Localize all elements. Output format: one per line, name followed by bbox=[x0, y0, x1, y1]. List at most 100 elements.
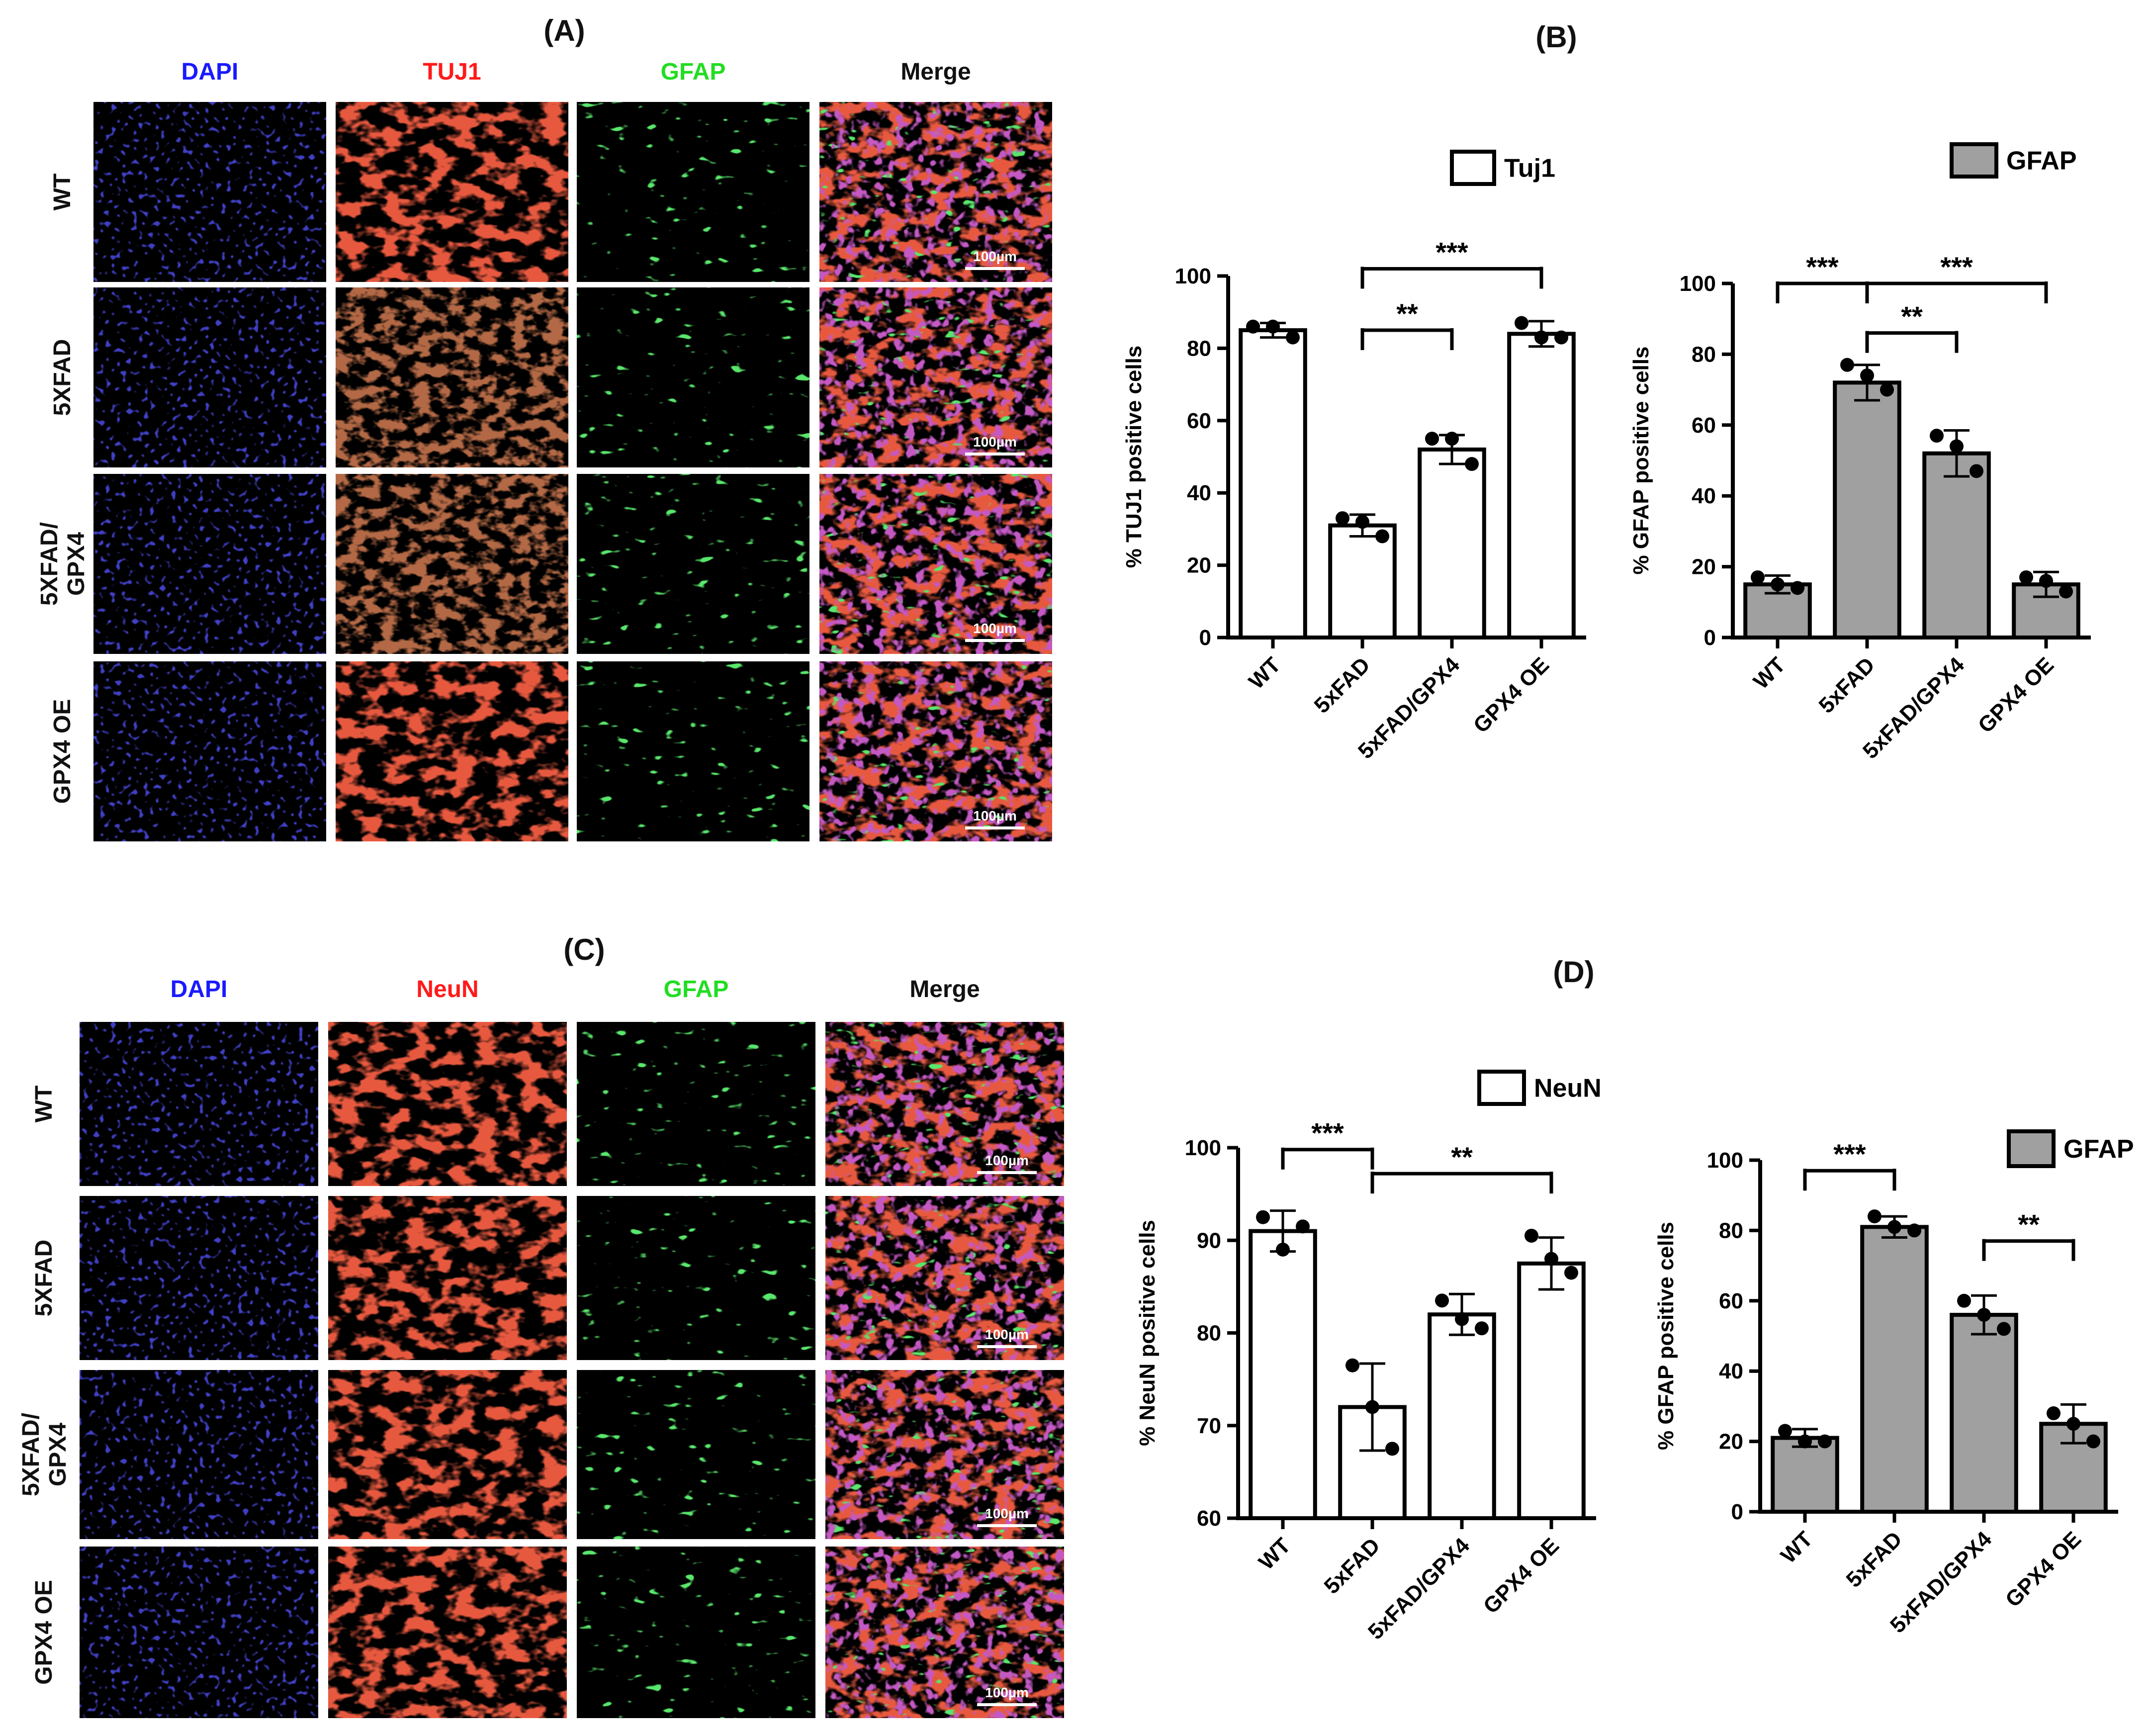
scale-bar bbox=[965, 267, 1025, 270]
chart-d-right: 0 20 40 60 80 100 % GFAP positive cells WT 5xFAD… bbox=[1654, 1129, 2134, 1638]
row-label-line: GPX4 OE bbox=[49, 699, 76, 804]
data-point bbox=[1791, 581, 1804, 595]
bar bbox=[1922, 451, 1991, 640]
significance-label: *** bbox=[1833, 1138, 1866, 1170]
row-label-line: 5XFAD bbox=[31, 1240, 57, 1317]
micrograph-dapi bbox=[93, 287, 326, 467]
x-tick-label: WT bbox=[1254, 1533, 1295, 1574]
y-tick-label: 20 bbox=[1719, 1430, 1743, 1454]
stain-signal bbox=[825, 1022, 1064, 1186]
x-tick-label: 5xFAD bbox=[1814, 652, 1880, 718]
significance-label: *** bbox=[1806, 251, 1839, 282]
y-axis-label: % TUJ1 positive cells bbox=[1122, 346, 1146, 568]
micrograph-merge: 100µm bbox=[819, 661, 1052, 841]
micrograph-grids: DAPI TUJ1 GFAP Merge WT 100µm 5XFAD 100µm 5XFAD/… bbox=[18, 59, 1064, 1718]
scale-bar-label: 100µm bbox=[973, 808, 1017, 823]
stain-signal bbox=[825, 1547, 1064, 1718]
micrograph-merge: 100µm bbox=[825, 1370, 1064, 1539]
bar bbox=[1517, 1261, 1586, 1520]
data-point bbox=[1751, 570, 1765, 584]
data-point bbox=[2086, 1434, 2100, 1449]
micrograph-grid-a: DAPI TUJ1 GFAP Merge WT 100µm 5XFAD 100µm 5XFAD/… bbox=[36, 59, 1052, 841]
chart-b-right: 0 20 40 60 80 100 % GFAP positive cells WT 5xFAD… bbox=[1629, 142, 2091, 764]
data-point bbox=[1425, 432, 1439, 446]
micrograph-merge: 100µm bbox=[819, 287, 1052, 467]
scale-bar-label: 100µm bbox=[985, 1685, 1029, 1700]
y-tick-label: 90 bbox=[1197, 1228, 1221, 1253]
column-header: Merge bbox=[909, 976, 980, 1003]
stain-signal bbox=[577, 102, 809, 282]
micrograph-dapi bbox=[93, 474, 326, 654]
stain-signal bbox=[819, 474, 1052, 654]
micrograph-gfap bbox=[577, 287, 809, 467]
y-tick-label: 20 bbox=[1187, 553, 1211, 578]
micrograph-dapi bbox=[80, 1547, 318, 1718]
scale-bar-label: 100µm bbox=[973, 434, 1017, 450]
data-point bbox=[1868, 1209, 1882, 1224]
scale-bar-label: 100µm bbox=[985, 1153, 1029, 1168]
stain-signal bbox=[336, 287, 568, 467]
bar bbox=[1428, 1312, 1496, 1520]
row-label-line: 5XFAD/ bbox=[36, 522, 63, 606]
column-header: GFAP bbox=[664, 976, 729, 1003]
y-tick-label: 0 bbox=[1731, 1500, 1743, 1524]
y-tick-label: 80 bbox=[1187, 336, 1211, 361]
row-label: 5XFAD/GPX4 bbox=[18, 1413, 71, 1496]
data-point bbox=[1930, 429, 1944, 443]
stain-signal bbox=[328, 1196, 567, 1360]
x-tick-label: GPX4 OE bbox=[1469, 652, 1554, 737]
micrograph-neuron bbox=[336, 287, 568, 467]
bar bbox=[1950, 1313, 2018, 1514]
x-tick-label: 5xFAD bbox=[1320, 1533, 1385, 1598]
bar bbox=[1507, 332, 1576, 640]
micrograph-merge: 100µm bbox=[825, 1022, 1064, 1186]
column-header: GFAP bbox=[661, 59, 726, 85]
data-point bbox=[2066, 1417, 2080, 1431]
stain-signal bbox=[93, 474, 326, 654]
y-tick-label: 100 bbox=[1680, 272, 1716, 296]
row-label: WT bbox=[31, 1086, 57, 1123]
bar-charts: 0 20 40 60 80 100 % TUJ1 positive cells WT 5xFAD… bbox=[1122, 142, 2134, 1645]
row-label-line: WT bbox=[49, 174, 76, 211]
legend-swatch bbox=[1450, 150, 1496, 186]
significance-bracket: ** bbox=[1360, 298, 1454, 351]
micrograph-gfap bbox=[577, 661, 809, 841]
stain-signal bbox=[336, 661, 568, 841]
row-label-line: 5XFAD bbox=[49, 339, 76, 416]
row-label: GPX4 OE bbox=[31, 1580, 57, 1685]
stain-signal bbox=[80, 1547, 318, 1718]
scale-bar-label: 100µm bbox=[973, 249, 1017, 264]
micrograph-neuron bbox=[328, 1196, 567, 1360]
y-axis-label: % GFAP positive cells bbox=[1654, 1222, 1678, 1450]
row-label: 5XFAD/GPX4 bbox=[36, 522, 90, 606]
legend-label: Tuj1 bbox=[1504, 154, 1555, 183]
y-tick-label: 80 bbox=[1692, 342, 1716, 366]
row-label: WT bbox=[49, 174, 76, 211]
row-label: GPX4 OE bbox=[49, 699, 76, 804]
y-tick-label: 40 bbox=[1187, 481, 1211, 505]
row-label-line: GPX4 bbox=[45, 1423, 71, 1486]
x-tick-label: WT bbox=[1776, 1527, 1817, 1568]
data-point bbox=[2019, 570, 2033, 584]
stain-signal bbox=[819, 102, 1052, 282]
bar bbox=[1418, 447, 1486, 640]
significance-label: ** bbox=[1901, 301, 1923, 332]
stain-signal bbox=[819, 287, 1052, 467]
legend-label: GFAP bbox=[2006, 147, 2077, 176]
data-point bbox=[1515, 316, 1528, 330]
stain-signal bbox=[819, 661, 1052, 841]
legend-label: GFAP bbox=[2063, 1135, 2134, 1164]
micrograph-gfap bbox=[577, 1547, 815, 1718]
figure-text: (A) (B) (C) (D) bbox=[543, 14, 1594, 989]
stain-signal bbox=[825, 1370, 1064, 1539]
y-tick-label: 60 bbox=[1197, 1506, 1221, 1531]
data-point bbox=[1950, 439, 1964, 454]
y-tick-label: 0 bbox=[1199, 626, 1211, 650]
column-header: NeuN bbox=[416, 976, 478, 1003]
data-point bbox=[1970, 464, 1983, 478]
data-point bbox=[1887, 1220, 1901, 1234]
significance-bracket: ** bbox=[1982, 1209, 2075, 1261]
bar bbox=[1771, 1436, 1839, 1514]
micrograph-grid-c: DAPI NeuN GFAP Merge WT 100µm 5XFAD 100µm 5XFAD/… bbox=[18, 976, 1064, 1718]
micrograph-dapi bbox=[80, 1370, 318, 1539]
